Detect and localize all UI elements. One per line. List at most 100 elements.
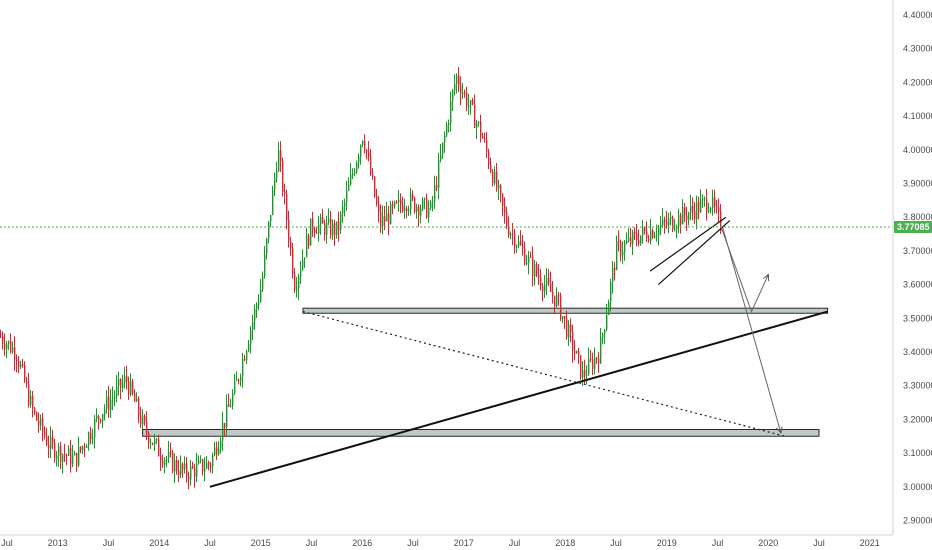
candle-body [120,379,122,388]
candle-body [206,462,208,469]
candle-body [178,470,180,475]
candle-body [62,454,64,462]
candle-body [338,221,340,231]
candle-body [180,463,182,475]
candle-body [68,448,70,456]
candle-body [164,459,166,465]
candle-body [548,278,550,284]
candle-body [426,198,428,218]
candle-body [0,336,2,338]
candle-body [200,459,202,461]
y-tick-label: 3.40000 [903,347,932,357]
candle-body [620,242,622,256]
candle-body [616,241,618,270]
candle-body [24,365,26,382]
candle-body [142,416,144,425]
candle-body [638,240,640,244]
x-tick-label: Jul [407,538,419,548]
candle-body [132,381,134,394]
price-axis: 4.40000 4.30000 4.20000 4.10000 4.00000 3.900… [903,10,932,526]
y-tick-label: 3.30000 [903,381,932,391]
candle-body [284,191,286,195]
candle-body [500,185,502,194]
candle-body [634,232,636,234]
candle-body [584,370,586,376]
candle-body [558,294,560,296]
candle-body [564,316,566,319]
x-tick-label: Jul [306,538,318,548]
candle-body [10,341,12,352]
candle-body [526,262,528,265]
candle-body [256,305,258,309]
candle-body [190,466,192,480]
candle-body [160,456,162,461]
candle-body [210,464,212,467]
candle-body [166,458,168,460]
candle-body [46,436,48,445]
x-tick-label: Jul [509,538,521,548]
candle-body [58,446,60,456]
candle-body [48,444,50,448]
candle-body [192,466,194,469]
candle-body [238,379,240,381]
y-tick-label: 3.20000 [903,414,932,424]
candle-body [410,194,412,210]
x-tick-label: 2013 [48,538,68,548]
last-price: 3.77085 [0,221,932,234]
candle-body [250,329,252,344]
upper-support-zone [302,307,829,314]
candle-body [618,241,620,243]
candle-body [568,324,570,338]
y-tick-label: 2.90000 [903,516,932,526]
candle-body [268,221,270,239]
candle-body [404,208,406,211]
candle-body [260,289,262,302]
candle-body [216,447,218,455]
candle-body [486,139,488,152]
candle-body [20,364,22,367]
candle-body [248,343,250,352]
candle-body [242,359,244,377]
candle-body [354,172,356,174]
candle-body [304,257,306,260]
candle-body [264,254,266,277]
candle-body [712,197,714,209]
candle-body [18,361,20,367]
candle-body [232,393,234,406]
candle-body [524,248,526,265]
candle-body [16,359,18,362]
candle-body [690,205,692,213]
x-tick-label: Jul [610,538,622,548]
candle-body [626,240,628,243]
candle-body [670,216,672,220]
candle-body [612,267,614,283]
candle-body [450,100,452,124]
y-tick-label: 3.50000 [903,313,932,323]
candle-body [272,189,274,215]
candle-body [428,207,430,218]
candle-body [406,208,408,211]
candle-body [176,460,178,471]
candle-body [696,202,698,220]
candle-body [130,381,132,395]
candle-body [118,379,120,386]
candle-body [678,214,680,227]
x-tick-label: 2014 [149,538,169,548]
candle-body [506,212,508,227]
candle-body [22,364,24,366]
candle-body [538,274,540,278]
candle-body [70,448,72,465]
channel-upper-line [649,216,727,272]
candle-body [28,383,30,405]
candle-body [204,468,206,472]
candle-body [158,439,160,457]
candle-body [466,92,468,107]
candle-body [470,100,472,105]
candle-body [334,223,336,235]
candle-body [140,415,142,425]
candle-body [72,455,74,465]
candle-body [34,408,36,413]
x-tick-label: 2020 [758,538,778,548]
candle-body [408,209,410,211]
